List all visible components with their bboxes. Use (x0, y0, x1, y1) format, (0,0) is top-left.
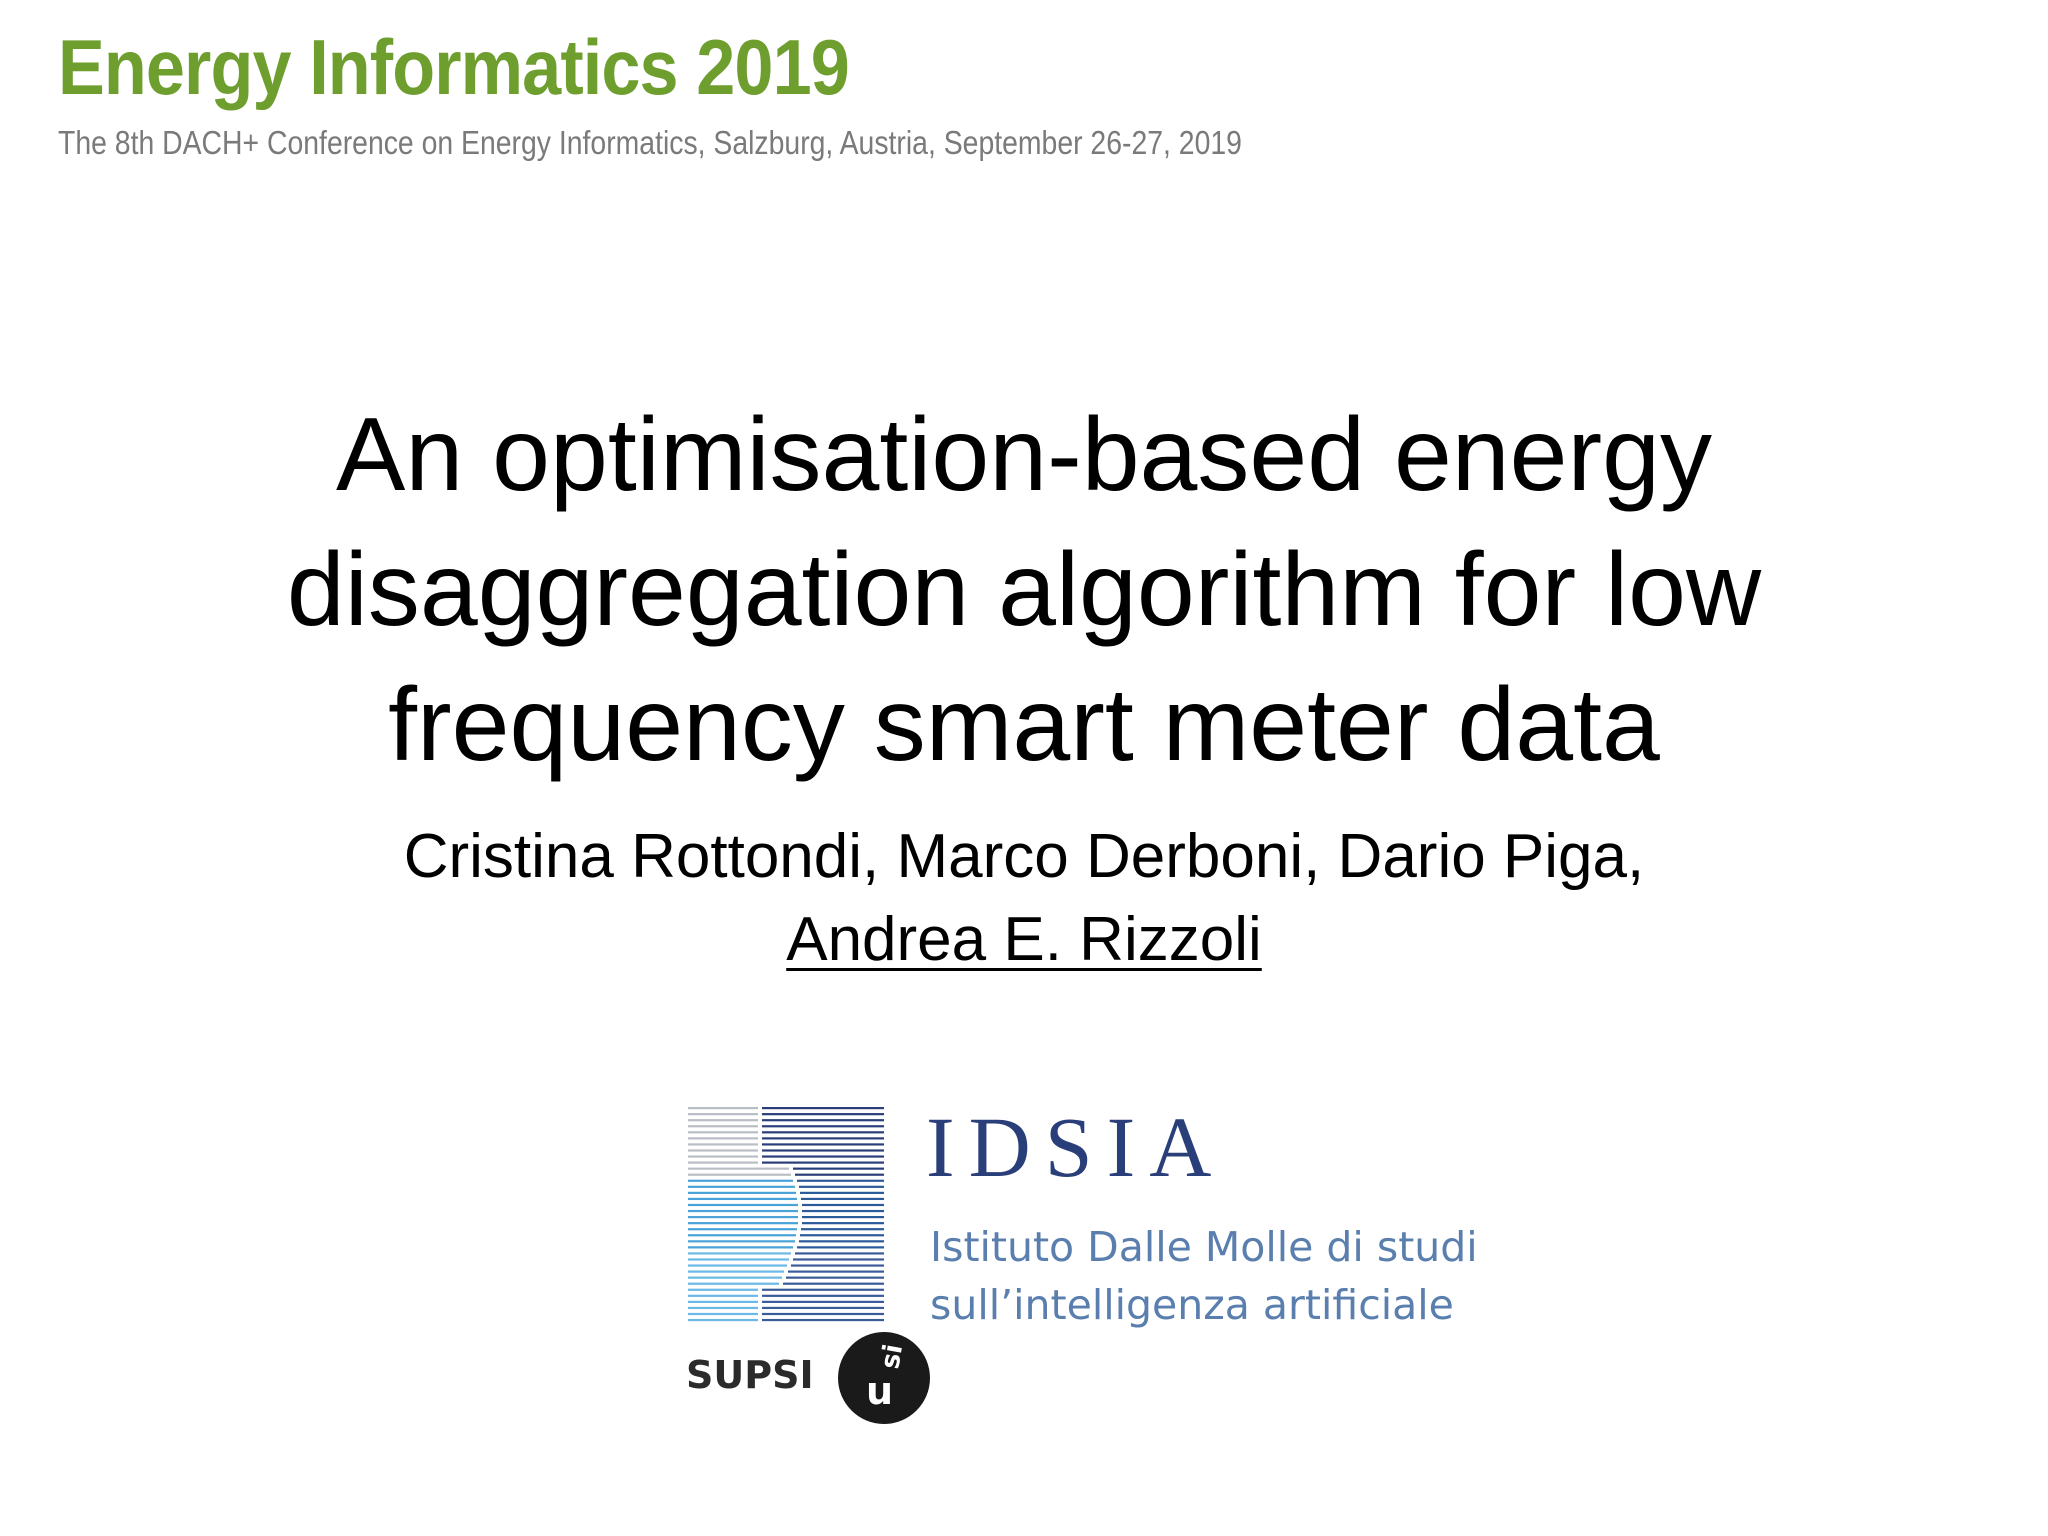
presenter-line: Andrea E. Rizzoli (0, 898, 2048, 981)
talk-title-line-1: An optimisation-based energy (336, 397, 1712, 513)
idsia-stripe-right (791, 1264, 884, 1267)
idsia-description: Istituto Dalle Molle di studi sull’intel… (930, 1218, 1478, 1334)
idsia-stripe-left (688, 1312, 758, 1316)
idsia-stripe-left (688, 1191, 796, 1194)
idsia-stripe-right (802, 1209, 884, 1213)
supsi-logo: SUPSI (686, 1353, 814, 1397)
idsia-description-line-1: Istituto Dalle Molle di studi (930, 1223, 1478, 1271)
idsia-stripe-right (783, 1282, 884, 1285)
usi-logo-circle (838, 1332, 930, 1424)
idsia-stripe-left (688, 1113, 758, 1116)
authors-line: Cristina Rottondi, Marco Derboni, Dario … (403, 822, 1645, 891)
idsia-stripe-left (688, 1137, 758, 1140)
idsia-stripe-right (799, 1185, 884, 1188)
idsia-stripe-left (688, 1107, 758, 1110)
idsia-stripe-left (688, 1197, 797, 1201)
idsia-stripe-left (688, 1306, 758, 1310)
idsia-stripe-left (688, 1282, 779, 1285)
idsia-stripe-right (802, 1216, 884, 1219)
idsia-stripe-left (688, 1270, 784, 1273)
idsia-stripe-left (688, 1155, 758, 1158)
idsia-stripe-right (800, 1234, 884, 1237)
idsia-stripe-right (800, 1191, 884, 1194)
conference-subtitle: The 8th DACH+ Conference on Energy Infor… (58, 124, 1242, 161)
idsia-stripe-right (788, 1270, 884, 1273)
idsia-stripe-right (762, 1155, 884, 1158)
idsia-stripe-right (795, 1252, 884, 1255)
conference-title: Energy Informatics 2019 (58, 23, 850, 111)
idsia-stripe-right (762, 1137, 884, 1140)
idsia-logotype: IDSIA (926, 1099, 1226, 1195)
idsia-stripe-left (688, 1288, 758, 1291)
idsia-stripe-left (688, 1294, 758, 1297)
idsia-stripe-left (688, 1131, 758, 1134)
idsia-stripe-right (762, 1149, 884, 1152)
talk-title-line-2: disaggregation algorithm for low (286, 532, 1762, 648)
idsia-stripes-logo (688, 1107, 884, 1322)
idsia-stripe-right (797, 1179, 884, 1182)
idsia-stripe-left (688, 1276, 782, 1279)
idsia-stripe-right (762, 1131, 884, 1134)
idsia-stripe-left (688, 1318, 758, 1322)
idsia-stripe-right (762, 1125, 884, 1128)
idsia-stripe-right (801, 1228, 884, 1231)
idsia-stripe-right (762, 1143, 884, 1146)
idsia-stripe-right (795, 1173, 884, 1176)
idsia-stripe-left (688, 1125, 758, 1128)
idsia-stripe-left (688, 1234, 796, 1237)
idsia-stripe-left (688, 1240, 795, 1243)
idsia-stripe-left (688, 1258, 789, 1261)
usi-logo-u: u (866, 1369, 893, 1413)
idsia-stripe-right (762, 1312, 884, 1316)
idsia-stripes (688, 1107, 884, 1322)
idsia-stripe-left (688, 1161, 758, 1164)
idsia-stripe-right (762, 1288, 884, 1291)
idsia-stripe-right (762, 1294, 884, 1297)
idsia-stripe-right (786, 1276, 884, 1279)
idsia-stripe-left (688, 1216, 798, 1219)
idsia-stripe-left (688, 1119, 758, 1122)
idsia-stripe-left (688, 1222, 798, 1225)
presenter-name: Andrea E. Rizzoli (786, 905, 1262, 974)
idsia-description-line-2: sull’intelligenza artificiale (930, 1281, 1454, 1329)
usi-logo-si: si (875, 1342, 909, 1371)
idsia-stripe-right (793, 1167, 884, 1170)
idsia-stripe-right (762, 1306, 884, 1310)
idsia-stripe-right (762, 1318, 884, 1322)
idsia-stripe-left (688, 1203, 798, 1207)
idsia-stripe-left (688, 1209, 798, 1213)
idsia-stripe-right (802, 1222, 884, 1225)
idsia-stripe-left (688, 1167, 789, 1170)
idsia-stripe-right (762, 1161, 884, 1164)
idsia-stripe-left (688, 1143, 758, 1146)
idsia-stripe-right (802, 1203, 884, 1207)
talk-title-line-3: frequency smart meter data (388, 667, 1660, 783)
idsia-stripe-left (688, 1300, 758, 1303)
idsia-stripe-left (688, 1185, 795, 1188)
idsia-stripe-right (762, 1300, 884, 1303)
idsia-stripe-right (793, 1258, 884, 1261)
usi-logo: u si (838, 1332, 930, 1424)
idsia-stripe-right (762, 1107, 884, 1110)
idsia-stripe-left (688, 1228, 797, 1231)
idsia-stripe-right (801, 1197, 884, 1201)
idsia-stripe-right (799, 1240, 884, 1243)
idsia-stripe-left (688, 1179, 793, 1182)
idsia-stripe-left (688, 1246, 793, 1249)
idsia-stripe-right (797, 1246, 884, 1249)
idsia-stripe-left (688, 1252, 791, 1255)
authors: Cristina Rottondi, Marco Derboni, Dario … (0, 815, 2048, 981)
idsia-stripe-left (688, 1173, 791, 1176)
talk-title: An optimisation-based energy disaggregat… (0, 388, 2048, 793)
idsia-stripe-left (688, 1149, 758, 1152)
idsia-stripe-right (762, 1113, 884, 1116)
idsia-stripe-right (762, 1119, 884, 1122)
idsia-stripe-left (688, 1264, 787, 1267)
